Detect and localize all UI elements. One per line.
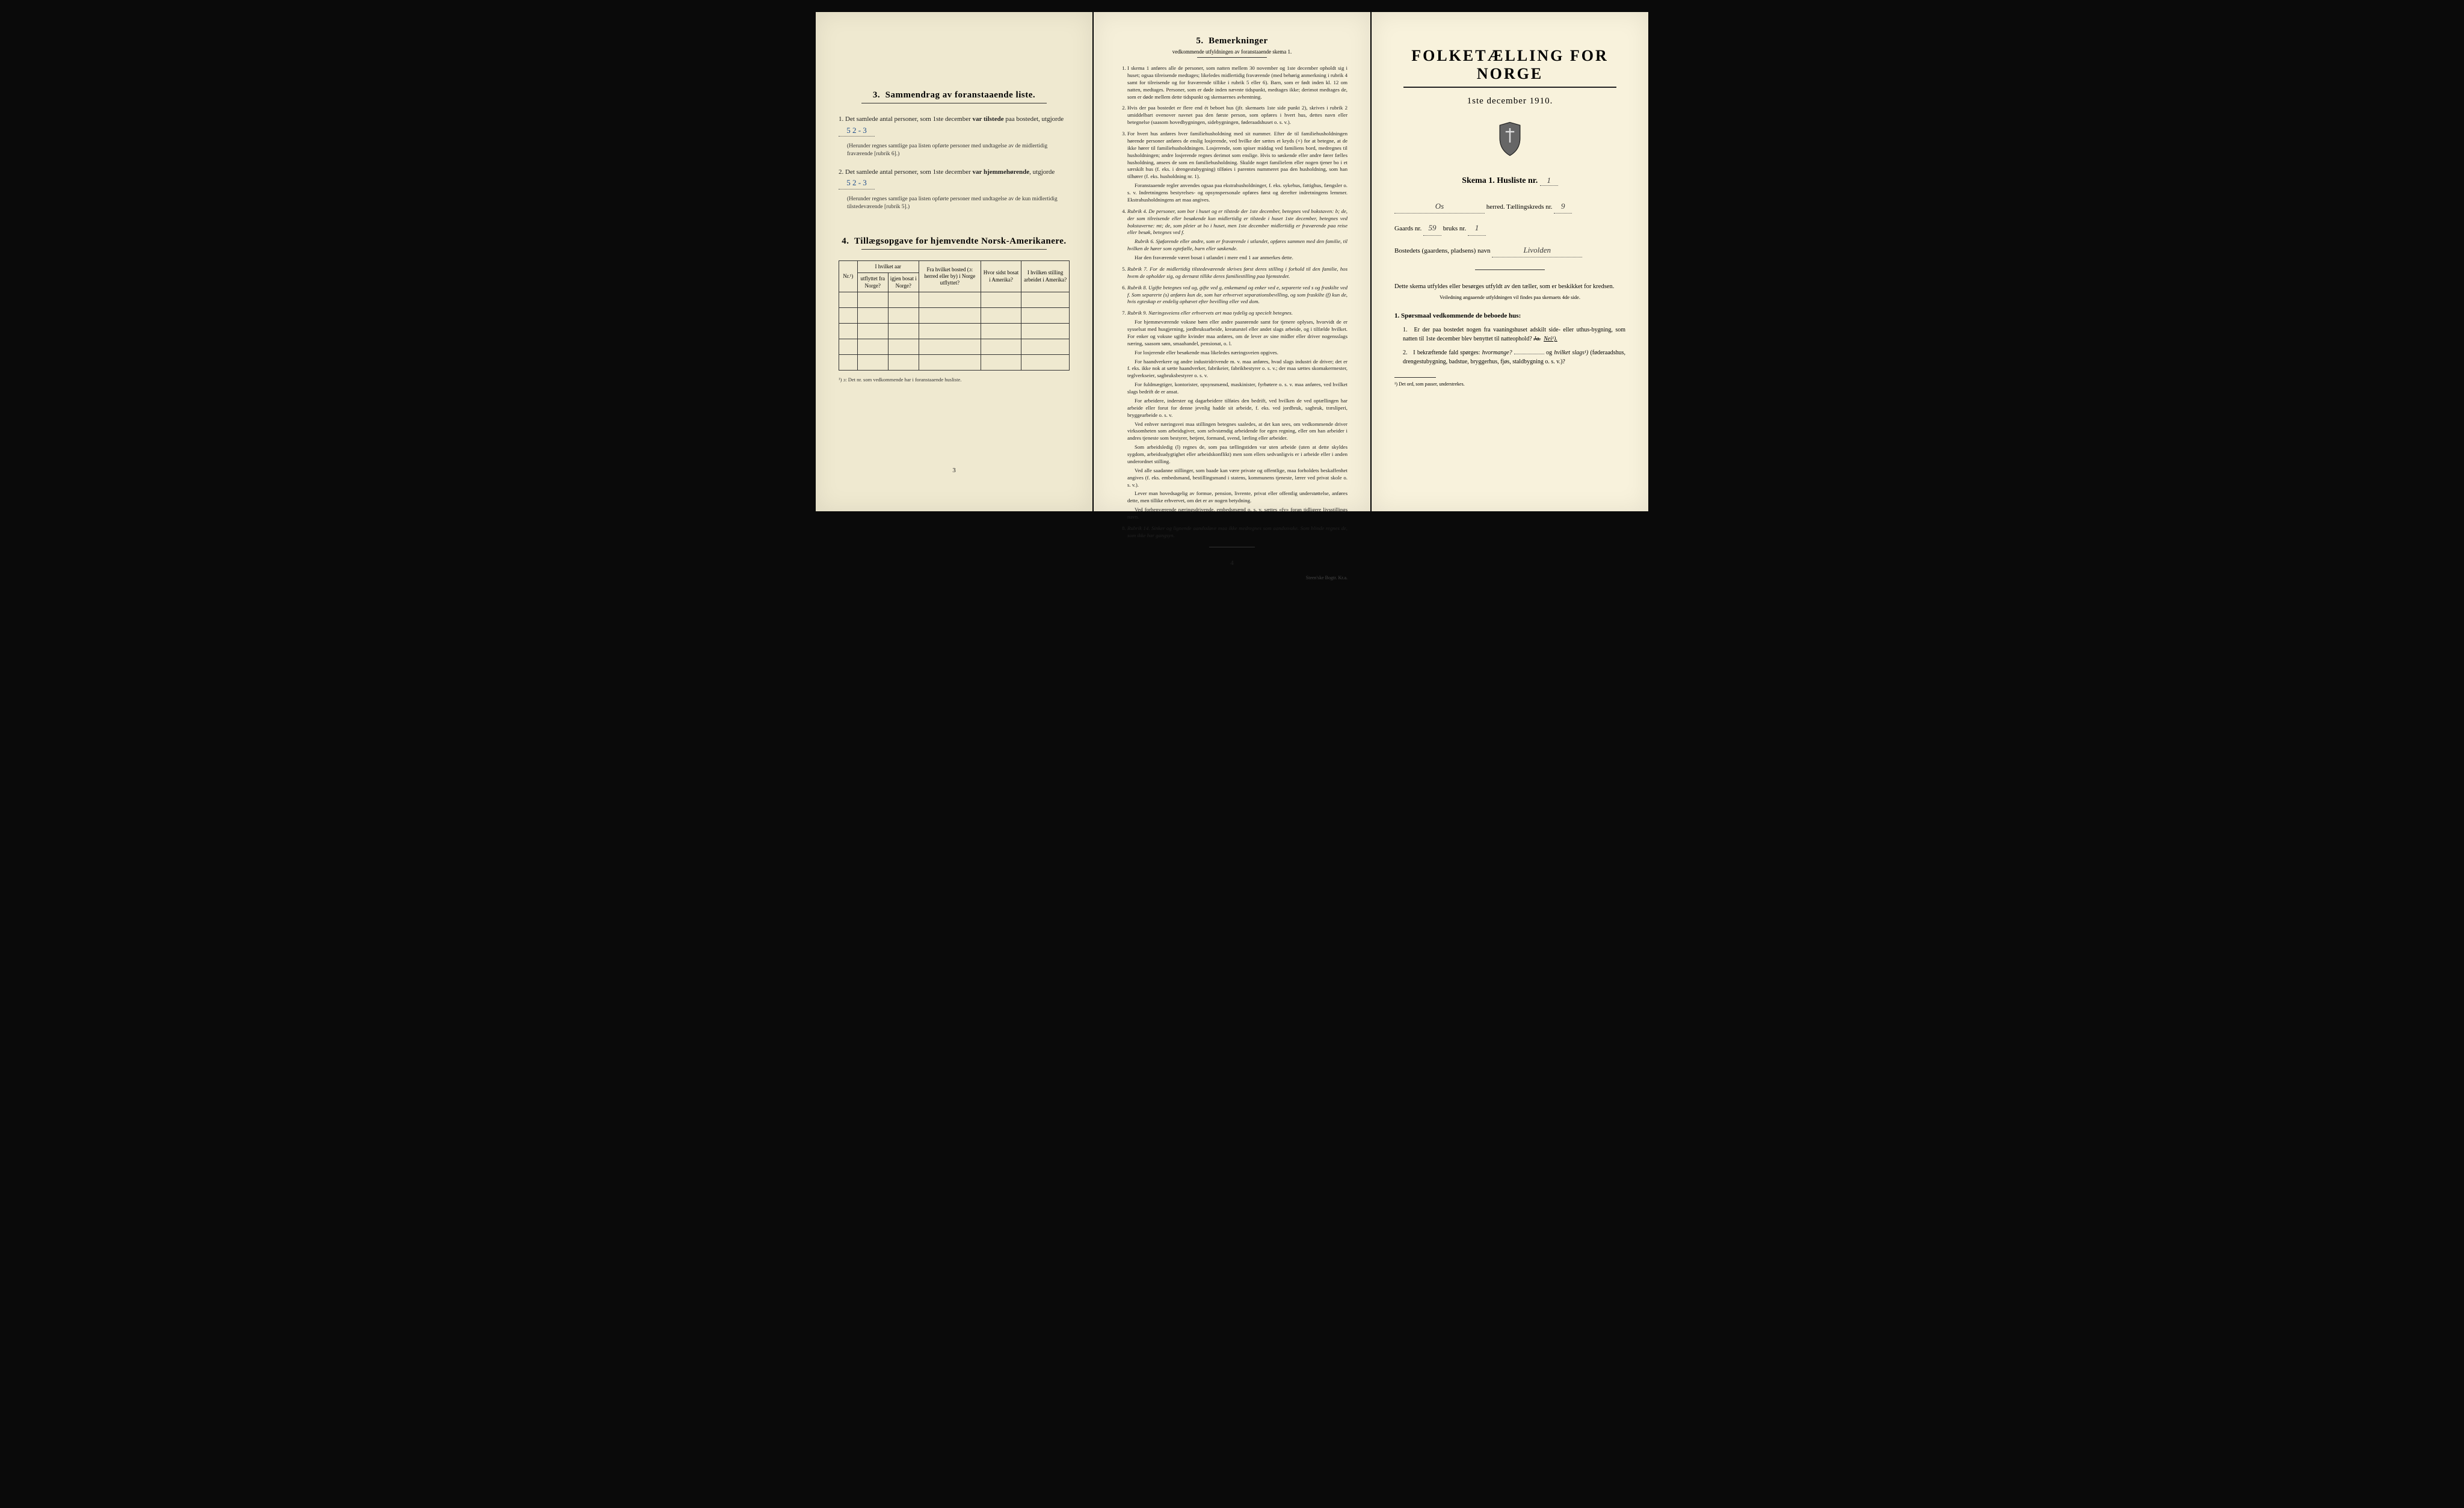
mid-divider [1475, 269, 1544, 270]
remark-3: For hvert hus anføres hver familiehushol… [1127, 131, 1348, 204]
table-row [839, 339, 1070, 354]
remark-6: Rubrik 8. Ugifte betegnes ved ug, gifte … [1127, 285, 1348, 306]
col-nr: Nr.¹) [839, 261, 858, 292]
col-year-back: igjen bosat i Norge? [888, 273, 919, 292]
remark-5: Rubrik 7. For de midlertidig tilstedevær… [1127, 266, 1348, 280]
table-row [839, 354, 1070, 370]
page-number-4: 4 [1116, 559, 1348, 567]
section-4-rule [861, 249, 1046, 250]
col-where: Hvor sidst bosat i Amerika? [981, 261, 1021, 292]
item-2-note: (Herunder regnes samtlige paa listen opf… [847, 195, 1070, 212]
bruks-nr: 1 [1468, 221, 1486, 235]
item1-value: 5 2 - 3 [839, 125, 875, 137]
question-heading: 1. Spørsmaal vedkommende de beboede hus: [1394, 312, 1625, 319]
fill-instruction-small: Veiledning angaaende utfyldningen vil fi… [1394, 294, 1625, 300]
page-number-3: 3 [839, 467, 1070, 474]
table-row [839, 307, 1070, 323]
page-middle: 5. Bemerkninger vedkommende utfyldningen… [1094, 12, 1370, 511]
col-year-group: I hvilket aar [857, 261, 919, 273]
col-occupation: I hvilken stilling arbeidet i Amerika? [1021, 261, 1070, 292]
emigrant-table: Nr.¹) I hvilket aar Fra hvilket bosted (… [839, 260, 1070, 371]
printer-imprint: Steen'ske Bogtr. Kr.a. [1116, 575, 1348, 580]
question-2: 2. I bekræftende fald spørges: hvormange… [1403, 348, 1625, 366]
item-1-note: (Herunder regnes samtlige paa listen opf… [847, 143, 1070, 159]
item-2: 2. Det samlede antal personer, som 1ste … [839, 167, 1070, 189]
item-1: 1. Det samlede antal personer, som 1ste … [839, 114, 1070, 137]
husliste-nr: 1 [1540, 176, 1558, 186]
census-date: 1ste december 1910. [1394, 96, 1625, 106]
remarks-list: I skema 1 anføres alle de personer, som … [1116, 65, 1348, 540]
remark-4: Rubrik 4. De personer, som bor i huset o… [1127, 208, 1348, 262]
page-left: 3. Sammendrag av foranstaaende liste. 1.… [816, 12, 1092, 511]
remark-7: Rubrik 9. Næringsveiens eller erhvervets… [1127, 310, 1348, 521]
fill-instruction: Dette skema utfyldes eller besørges utfy… [1394, 282, 1625, 292]
title-rule [1403, 87, 1616, 88]
skema-line: Skema 1. Husliste nr. 1 [1394, 176, 1625, 186]
document-spread: 3. Sammendrag av foranstaaende liste. 1.… [816, 12, 1648, 511]
section-5-heading: 5. Bemerkninger [1116, 36, 1348, 46]
table-footnote: ¹) ɔ: Det nr. som vedkommende har i fora… [839, 377, 1070, 383]
table-row [839, 323, 1070, 339]
census-title: FOLKETÆLLING FOR NORGE [1394, 47, 1625, 83]
item2-value: 5 2 - 3 [839, 177, 875, 189]
remark-2: Hvis der paa bostedet er flere end ét be… [1127, 105, 1348, 126]
remark-8: Rubrik 14. Sinker og lignende aandssløve… [1127, 525, 1348, 540]
question-1: 1. Er der paa bostedet nogen fra vaaning… [1403, 325, 1625, 343]
q1-ja: Ja. [1533, 336, 1541, 342]
q1-nei: Nei¹). [1544, 336, 1557, 342]
section-5-subtitle: vedkommende utfyldningen av foranstaaend… [1116, 49, 1348, 55]
emigrant-table-body [839, 292, 1070, 370]
herred-name: Os [1394, 199, 1485, 214]
coat-of-arms-icon [1394, 121, 1625, 160]
bosted-line: Bostedets (gaardens, pladsens) navn Livo… [1394, 243, 1625, 257]
col-year-out: utflyttet fra Norge? [857, 273, 888, 292]
remark-1: I skema 1 anføres alle de personer, som … [1127, 65, 1348, 100]
footnote-rule [1394, 377, 1436, 378]
herred-line: Os herred. Tællingskreds nr. 9 [1394, 199, 1625, 214]
col-from: Fra hvilket bosted (ɔ: herred eller by) … [919, 261, 981, 292]
gaards-nr: 59 [1423, 221, 1441, 235]
section-3-heading: 3. Sammendrag av foranstaaende liste. [839, 90, 1070, 100]
bosted-name: Livolden [1492, 243, 1582, 257]
kreds-nr: 9 [1554, 199, 1572, 214]
gaard-line: Gaards nr. 59 bruks nr. 1 [1394, 221, 1625, 235]
cover-footnote: ¹) Det ord, som passer, understrekes. [1394, 381, 1625, 387]
table-row [839, 292, 1070, 307]
section-4-heading: 4. Tillægsopgave for hjemvendte Norsk-Am… [839, 236, 1070, 247]
section-5-rule [1197, 57, 1266, 58]
page-right-cover: FOLKETÆLLING FOR NORGE 1ste december 191… [1372, 12, 1648, 511]
